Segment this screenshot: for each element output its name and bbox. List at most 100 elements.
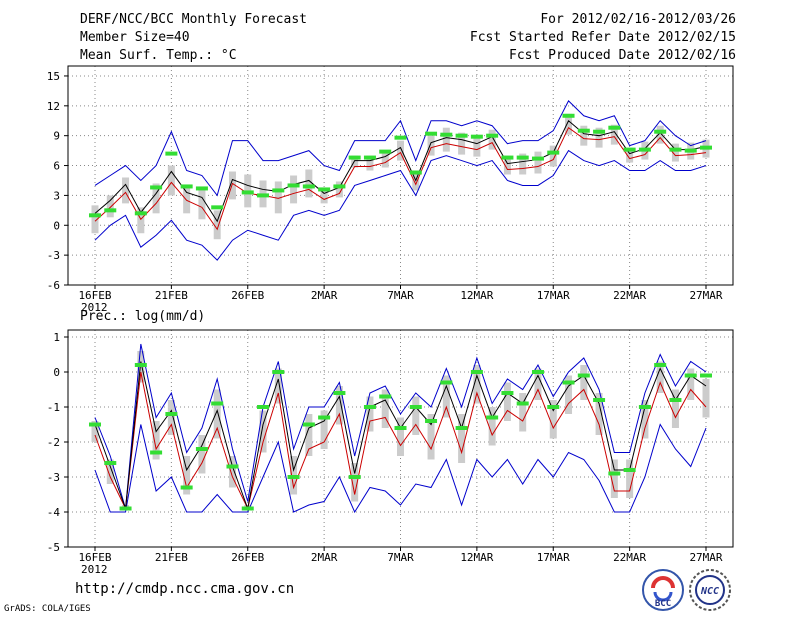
observed-marker (531, 370, 544, 374)
x-tick-label: 16FEB (78, 289, 111, 302)
observed-marker (623, 147, 636, 152)
bcc-logo: BCC (642, 569, 684, 611)
x-tick-label: 2MAR (311, 551, 338, 564)
observed-marker (486, 133, 499, 138)
spread-box (565, 375, 573, 414)
spread-box (106, 195, 114, 218)
spread-box (228, 456, 236, 488)
observed-marker (623, 468, 636, 472)
observed-marker (608, 125, 621, 130)
observed-marker (287, 183, 300, 188)
observed-marker (593, 398, 606, 402)
spread-box (488, 407, 496, 446)
spread-box (488, 129, 496, 150)
observed-marker (638, 147, 651, 152)
observed-marker (516, 155, 529, 160)
x-tick-label: 27MAR (689, 289, 722, 302)
observed-marker (379, 394, 392, 399)
spread-box (274, 368, 282, 404)
spread-box (656, 361, 664, 393)
spread-box (91, 205, 99, 234)
observed-marker (257, 193, 270, 198)
observed-marker (501, 155, 514, 160)
x-tick-label: 2MAR (311, 289, 338, 302)
y-tick-label: 3 (53, 189, 60, 202)
spread-box (381, 150, 389, 168)
y-tick-label: -3 (47, 249, 60, 262)
observed-marker (394, 426, 407, 430)
x-tick-label: 12MAR (460, 289, 493, 302)
spread-box (290, 175, 298, 204)
website-link[interactable]: http://cmdp.ncc.cma.gov.cn (75, 581, 295, 597)
observed-marker (89, 422, 101, 427)
spread-box (656, 125, 664, 144)
y-tick-label: 9 (53, 130, 60, 143)
spread-box (152, 421, 160, 460)
observed-marker (150, 450, 163, 455)
observed-marker (333, 184, 346, 189)
spread-box (671, 389, 679, 428)
ncc-logo-text: NCC (700, 586, 719, 597)
observed-marker (577, 128, 590, 133)
spread-box (366, 155, 374, 171)
observed-marker (241, 190, 254, 195)
y-tick-label: 12 (47, 100, 60, 113)
observed-marker (501, 391, 514, 395)
precip-label: Prec.: log(mm/d) (80, 309, 206, 324)
spread-box (519, 153, 527, 175)
observed-marker (211, 205, 224, 210)
observed-marker (394, 135, 407, 140)
observed-marker (272, 370, 285, 374)
y-tick-label: -5 (47, 541, 60, 554)
x-tick-label: 22MAR (613, 551, 646, 564)
spread-box (305, 169, 313, 198)
observed-marker (669, 398, 682, 402)
spread-box (167, 165, 175, 196)
y-tick-label: -2 (47, 436, 60, 449)
observed-marker (440, 132, 453, 137)
bcc-logo-text: BCC (655, 599, 671, 609)
spread-box (580, 125, 588, 146)
spread-box (228, 171, 236, 200)
spread-box (412, 396, 420, 435)
observed-marker (104, 208, 117, 213)
y-tick-label: 1 (53, 331, 60, 344)
series-line-max (94, 100, 707, 197)
chart-title: DERF/NCC/BCC Monthly Forecast (80, 12, 307, 27)
spread-box (320, 410, 328, 449)
spread-box (213, 389, 221, 439)
y-tick-label: 0 (53, 219, 60, 232)
observed-marker (470, 134, 483, 139)
spread-box (458, 414, 466, 463)
observed-marker (257, 405, 270, 409)
observed-marker (318, 415, 331, 420)
observed-marker (638, 405, 651, 409)
observed-marker (348, 155, 361, 160)
spread-box (473, 135, 481, 157)
spread-box (534, 368, 542, 400)
observed-marker (195, 186, 208, 191)
x-tick-label: 7MAR (387, 289, 414, 302)
observed-marker (547, 405, 560, 409)
y-tick-label: -6 (47, 279, 60, 292)
observed-marker (700, 145, 712, 150)
observed-marker (409, 170, 422, 175)
spread-box (595, 393, 603, 435)
observed-marker (562, 113, 575, 118)
produced-date: Fcst Produced Date 2012/02/16 (509, 48, 736, 63)
spread-box (397, 417, 404, 456)
observed-marker (211, 401, 224, 406)
spread-box (91, 421, 99, 442)
spread-box (335, 386, 343, 425)
spread-box (595, 127, 603, 148)
refer-date: Fcst Started Refer Date 2012/02/15 (469, 30, 736, 45)
spread-box (442, 375, 450, 418)
x-tick-label: 17MAR (537, 289, 570, 302)
x-tick-label: 12MAR (460, 551, 493, 564)
observed-marker (134, 363, 147, 367)
spread-box (503, 155, 511, 175)
observed-marker (134, 211, 147, 216)
x-tick-label: 21FEB (155, 551, 188, 564)
spread-box (198, 435, 206, 474)
spread-box (641, 400, 649, 439)
